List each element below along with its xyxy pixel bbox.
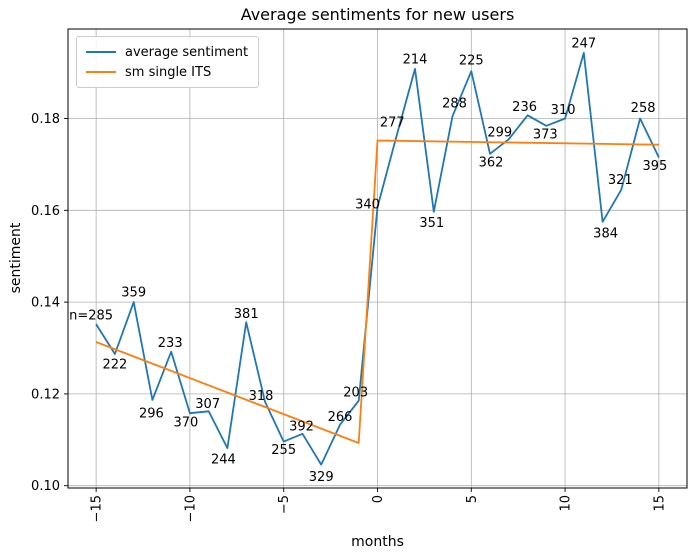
y-tick-label: 0.12 bbox=[31, 387, 60, 402]
legend-item-average-sentiment: average sentiment bbox=[86, 42, 248, 62]
point-annotation: 310 bbox=[551, 103, 576, 118]
point-annotation: 373 bbox=[533, 127, 558, 142]
x-tick-label: −10 bbox=[183, 495, 198, 522]
point-annotation: 225 bbox=[459, 54, 484, 69]
point-annotation: 395 bbox=[642, 159, 667, 174]
point-annotation: 370 bbox=[173, 416, 198, 431]
point-annotation: 318 bbox=[249, 389, 274, 404]
point-annotation: 222 bbox=[102, 358, 127, 373]
point-annotation: 362 bbox=[479, 155, 504, 170]
point-annotation: 296 bbox=[139, 406, 164, 421]
series-line-average-sentiment bbox=[95, 52, 660, 466]
y-axis-label: sentiment bbox=[8, 222, 24, 294]
x-tick-label: −15 bbox=[90, 495, 105, 522]
legend-line-sample-sm-single-its bbox=[86, 71, 116, 73]
legend-item-sm-single-its: sm single ITS bbox=[86, 62, 248, 82]
point-annotation: 381 bbox=[234, 307, 259, 322]
point-annotation: 321 bbox=[608, 173, 633, 188]
point-annotation: 288 bbox=[442, 97, 467, 112]
point-annotation: 266 bbox=[328, 410, 353, 425]
point-annotation: 255 bbox=[271, 443, 296, 458]
point-annotation: 329 bbox=[309, 470, 334, 485]
legend: average sentiment sm single ITS bbox=[76, 36, 260, 88]
x-tick-label: 0 bbox=[371, 495, 386, 503]
point-annotation: 233 bbox=[158, 336, 183, 351]
point-annotation: 277 bbox=[380, 115, 405, 130]
x-tick-label: 10 bbox=[559, 495, 574, 512]
x-tick-label: 15 bbox=[652, 495, 667, 512]
y-tick-label: 0.10 bbox=[31, 479, 60, 494]
y-tick-label: 0.14 bbox=[31, 296, 60, 311]
point-annotation: 247 bbox=[571, 36, 596, 51]
point-annotation: 236 bbox=[512, 100, 537, 115]
x-tick-label: −5 bbox=[277, 495, 292, 514]
legend-line-sample-average-sentiment bbox=[86, 51, 116, 53]
series-line-sm-single-ITS bbox=[95, 139, 659, 444]
point-annotation: 359 bbox=[121, 286, 146, 301]
y-tick-label: 0.18 bbox=[31, 112, 60, 127]
point-annotation: 203 bbox=[343, 385, 368, 400]
point-annotation: 307 bbox=[195, 397, 220, 412]
point-annotation: 214 bbox=[403, 52, 428, 67]
point-annotation: 392 bbox=[289, 419, 314, 434]
legend-label-sm-single-its: sm single ITS bbox=[125, 64, 212, 80]
point-annotation: 384 bbox=[593, 226, 618, 241]
point-annotation: 351 bbox=[419, 216, 444, 231]
y-tick-label: 0.16 bbox=[31, 204, 60, 219]
point-annotation: 340 bbox=[355, 198, 380, 213]
point-annotation: 244 bbox=[211, 453, 236, 468]
point-annotation: n=285 bbox=[69, 309, 113, 324]
point-annotation: 258 bbox=[631, 101, 656, 116]
point-annotation: 299 bbox=[487, 126, 512, 141]
x-axis-label: months bbox=[351, 534, 404, 550]
chart-title: Average sentiments for new users bbox=[240, 5, 515, 24]
x-tick-label: 5 bbox=[465, 495, 480, 503]
legend-label-average-sentiment: average sentiment bbox=[125, 44, 249, 60]
